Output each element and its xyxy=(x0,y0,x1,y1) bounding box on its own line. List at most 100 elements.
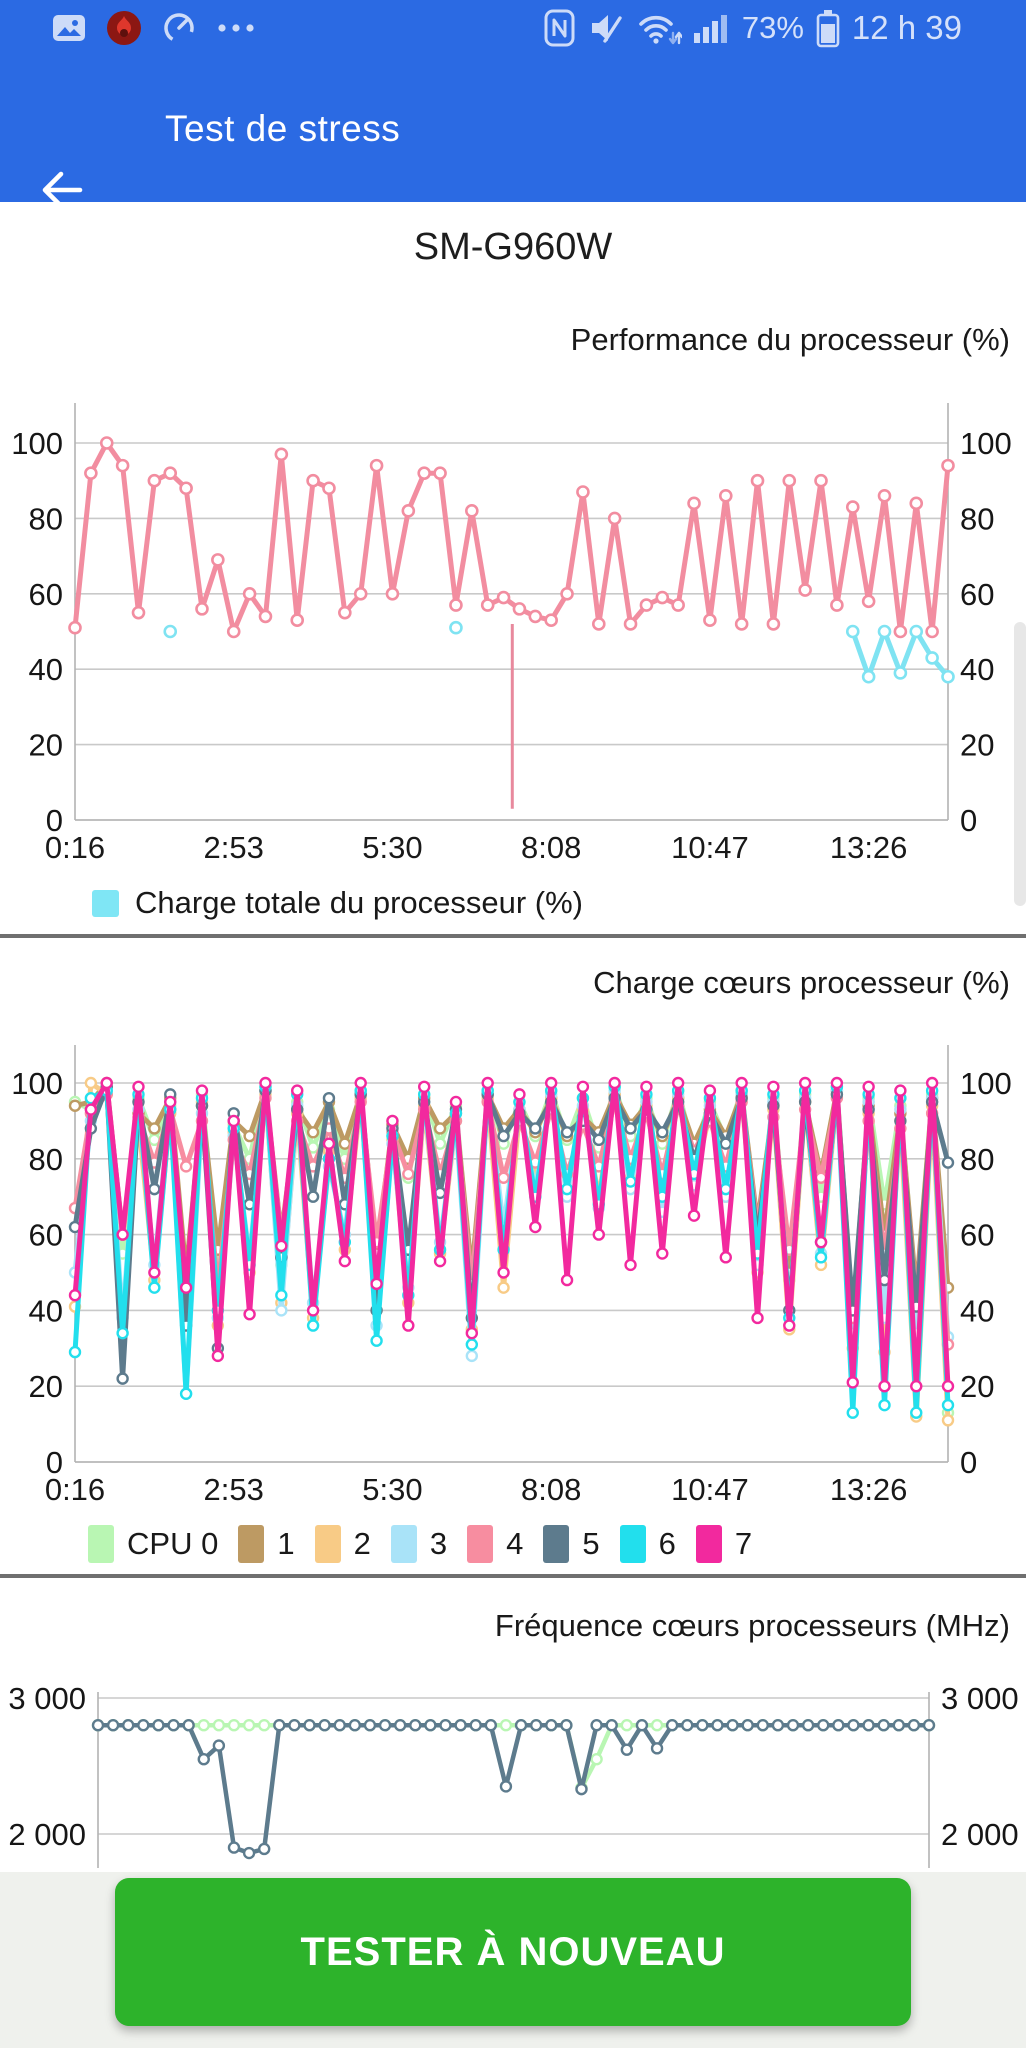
data-point xyxy=(259,1076,272,1090)
data-point xyxy=(333,1719,346,1732)
data-point xyxy=(893,666,908,680)
data-point xyxy=(212,1719,226,1732)
data-point xyxy=(656,1247,669,1260)
axis-tick-label: 3 000 xyxy=(941,1681,1019,1716)
data-point xyxy=(401,504,416,518)
x-axis-tick-label: 2:53 xyxy=(203,830,264,865)
axis-tick-label: 0 xyxy=(46,1445,63,1480)
data-point xyxy=(830,1076,844,1090)
legend-performance: Charge totale du processeur (%) xyxy=(92,882,583,924)
data-point xyxy=(655,590,670,605)
data-point xyxy=(338,1137,352,1150)
data-point xyxy=(481,1076,494,1090)
notification-icons xyxy=(52,0,258,56)
data-point xyxy=(179,1281,193,1294)
data-point xyxy=(830,598,844,612)
data-point xyxy=(100,1076,113,1090)
data-point xyxy=(195,602,209,616)
data-point xyxy=(529,1719,543,1732)
data-point xyxy=(544,613,558,627)
data-point xyxy=(242,1719,256,1732)
data-point xyxy=(465,1338,479,1351)
data-point xyxy=(469,1719,482,1732)
data-point xyxy=(132,1080,145,1093)
data-point xyxy=(211,1349,225,1363)
data-point xyxy=(354,1076,367,1090)
data-point xyxy=(386,1114,399,1128)
data-point xyxy=(650,1742,664,1755)
axis-tick-label: 0 xyxy=(960,1445,977,1480)
data-point xyxy=(861,594,876,609)
chart-performance: 100 100 80 80 60 60 40 40 20 20 0 0 xyxy=(11,403,1012,838)
data-point xyxy=(179,481,193,496)
data-point xyxy=(711,1719,724,1732)
data-point xyxy=(846,1406,859,1419)
data-point xyxy=(484,1719,498,1732)
legend-label-total-load: Charge totale du processeur (%) xyxy=(135,885,584,920)
data-point xyxy=(817,1719,830,1732)
data-point xyxy=(726,1719,739,1732)
data-point xyxy=(197,1719,210,1732)
data-point xyxy=(258,1719,271,1732)
data-point xyxy=(719,1137,732,1150)
data-point xyxy=(591,617,606,631)
legend-label: 7 xyxy=(734,1526,753,1561)
data-point xyxy=(258,609,273,624)
data-point xyxy=(84,1103,98,1116)
data-point xyxy=(167,1719,180,1732)
data-point xyxy=(197,1752,210,1766)
x-axis-tick-label: 10:47 xyxy=(671,830,749,865)
data-point xyxy=(590,1719,603,1732)
data-point xyxy=(941,669,955,684)
back-button[interactable] xyxy=(36,164,88,216)
data-point xyxy=(877,488,892,503)
legend-cores: CPU 0 1 2 3 4 5 6 7 xyxy=(88,1522,772,1566)
data-point xyxy=(750,473,765,488)
axis-tick-label: 80 xyxy=(960,1142,994,1177)
axis-tick-label: 60 xyxy=(960,577,994,612)
x-axis-tick-label: 13:26 xyxy=(829,1472,908,1507)
data-point xyxy=(418,1080,431,1093)
retest-button[interactable]: TESTER À NOUVEAU xyxy=(115,1878,911,2026)
data-point xyxy=(766,617,781,631)
data-point xyxy=(306,1190,320,1203)
data-point xyxy=(258,1842,271,1856)
data-point xyxy=(635,1719,649,1732)
app-bar: Test de stress xyxy=(0,56,1026,209)
legend-swatch xyxy=(238,1525,265,1563)
signal-icon xyxy=(693,15,727,43)
axis-tick-label: 60 xyxy=(29,1218,63,1253)
legend-label: CPU 0 xyxy=(127,1526,219,1561)
data-point xyxy=(592,1228,605,1241)
data-point xyxy=(288,1719,301,1732)
legend-label: 1 xyxy=(277,1526,295,1561)
data-point xyxy=(941,1414,955,1427)
data-point xyxy=(275,1289,288,1302)
data-point xyxy=(687,1209,701,1222)
axis-tick-label: 100 xyxy=(960,1066,1012,1101)
x-axis-tick-label: 13:26 xyxy=(829,830,908,865)
data-point xyxy=(163,624,178,639)
data-point xyxy=(179,1387,193,1400)
data-point xyxy=(925,1076,939,1090)
scrollbar-thumb[interactable] xyxy=(1014,622,1026,906)
data-point xyxy=(465,1326,479,1340)
data-point xyxy=(665,1719,679,1732)
axis-tick-label: 100 xyxy=(11,1066,63,1101)
data-point xyxy=(227,1841,241,1854)
data-point xyxy=(147,473,162,488)
data-point xyxy=(499,1780,513,1793)
axis-tick-label: 40 xyxy=(960,1293,994,1328)
data-point xyxy=(798,583,812,597)
data-point xyxy=(449,1095,463,1109)
data-point xyxy=(941,1380,955,1393)
data-point xyxy=(877,624,892,639)
data-point xyxy=(783,1319,796,1332)
data-point xyxy=(941,1156,955,1169)
axis-tick-label: 20 xyxy=(960,1369,994,1404)
data-point xyxy=(832,1719,845,1732)
device-model-title: SM-G960W xyxy=(413,226,613,268)
data-point xyxy=(623,617,638,631)
legend-swatch xyxy=(619,1525,646,1563)
data-point xyxy=(545,1719,558,1732)
